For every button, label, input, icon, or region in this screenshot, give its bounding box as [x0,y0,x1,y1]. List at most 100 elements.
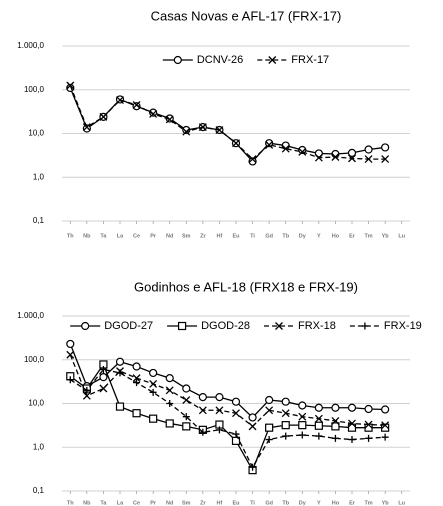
x-tick-label: Lu [398,233,405,239]
marker [364,404,373,414]
x-tick-label: Pr [150,233,157,239]
x-tick-label: Er [349,233,356,239]
marker [215,393,224,402]
x-tick-label: Sm [182,233,191,239]
x-tick-label: Eu [232,500,239,506]
marker [265,406,274,415]
marker [381,421,390,430]
legend-marker [81,321,90,331]
marker [215,126,224,134]
marker [281,421,290,430]
marker [182,127,191,136]
x-tick-label: Gd [265,233,273,239]
y-tick-label: 1.000,0 [17,41,44,50]
marker [82,391,91,400]
marker [265,139,274,148]
marker [66,81,75,90]
x-tick-label: Ti [250,500,255,506]
marker [265,140,274,149]
marker [331,422,340,431]
x-tick-label: Ho [332,233,340,239]
marker [298,145,307,155]
marker [66,376,74,384]
marker [282,432,290,440]
marker [215,426,223,434]
marker [132,362,141,371]
x-tick-label: Th [67,233,74,239]
marker [182,384,191,393]
y-tick-label: 10,0 [28,129,44,138]
x-tick-label: Tm [364,233,372,239]
x-tick-label: La [117,500,124,506]
marker [232,139,240,148]
marker [165,386,174,395]
marker [149,388,157,396]
x-tick-label: Y [317,233,321,239]
series-line [69,354,386,428]
marker [99,384,108,393]
x-tick-label: Ce [133,233,140,239]
marker [331,153,340,161]
marker [198,406,207,415]
marker [231,397,241,406]
x-tick-label: Ta [100,500,107,506]
x-tick-label: Tb [282,500,289,506]
series-line [69,85,386,160]
marker [132,100,141,109]
marker [281,144,290,153]
marker [149,368,158,378]
x-tick-label: Zr [200,233,206,239]
marker [182,422,191,431]
x-tick-label: Ce [133,500,140,506]
marker [365,434,373,442]
marker [249,463,257,471]
marker [99,373,108,382]
marker [331,403,340,412]
marker [182,396,191,404]
legend-label: FRX-17 [291,54,329,66]
x-tick-label: Ti [250,233,255,239]
marker [381,405,390,414]
y-tick-label: 10,0 [28,399,44,408]
x-tick-label: Ta [100,233,107,239]
marker [116,96,124,105]
y-tick-label: 0,1 [33,216,45,225]
marker [364,420,373,429]
x-tick-label: La [117,233,124,239]
marker [132,409,141,418]
x-tick-label: Ho [332,500,340,506]
y-tick-label: 0,1 [33,486,45,495]
marker [347,148,357,158]
x-tick-label: Th [67,500,74,506]
marker [165,374,174,383]
marker [331,434,339,442]
marker [132,374,141,383]
marker [182,413,190,421]
marker [198,393,207,402]
x-tick-label: Nb [83,233,91,239]
x-tick-label: Nd [166,500,173,506]
marker [314,414,323,423]
legend-marker [177,321,187,331]
marker [348,154,356,163]
marker [149,414,158,423]
x-tick-label: Nb [83,500,91,506]
legend-marker [268,56,277,64]
marker [165,419,174,428]
marker [348,436,356,444]
marker [314,403,323,412]
legend-label: DGOD-27 [104,320,153,332]
marker [381,143,390,152]
legend-label: DGOD-28 [201,320,250,332]
marker [248,157,257,166]
y-tick-label: 1,0 [33,172,45,181]
y-tick-label: 1.000,0 [17,311,44,320]
marker [265,395,274,405]
marker [298,147,307,156]
marker [115,402,125,411]
legend-marker [173,55,182,65]
legend: DCNV-26 FRX-17 [162,54,329,66]
x-tick-label: Eu [232,233,239,239]
marker [381,423,390,432]
